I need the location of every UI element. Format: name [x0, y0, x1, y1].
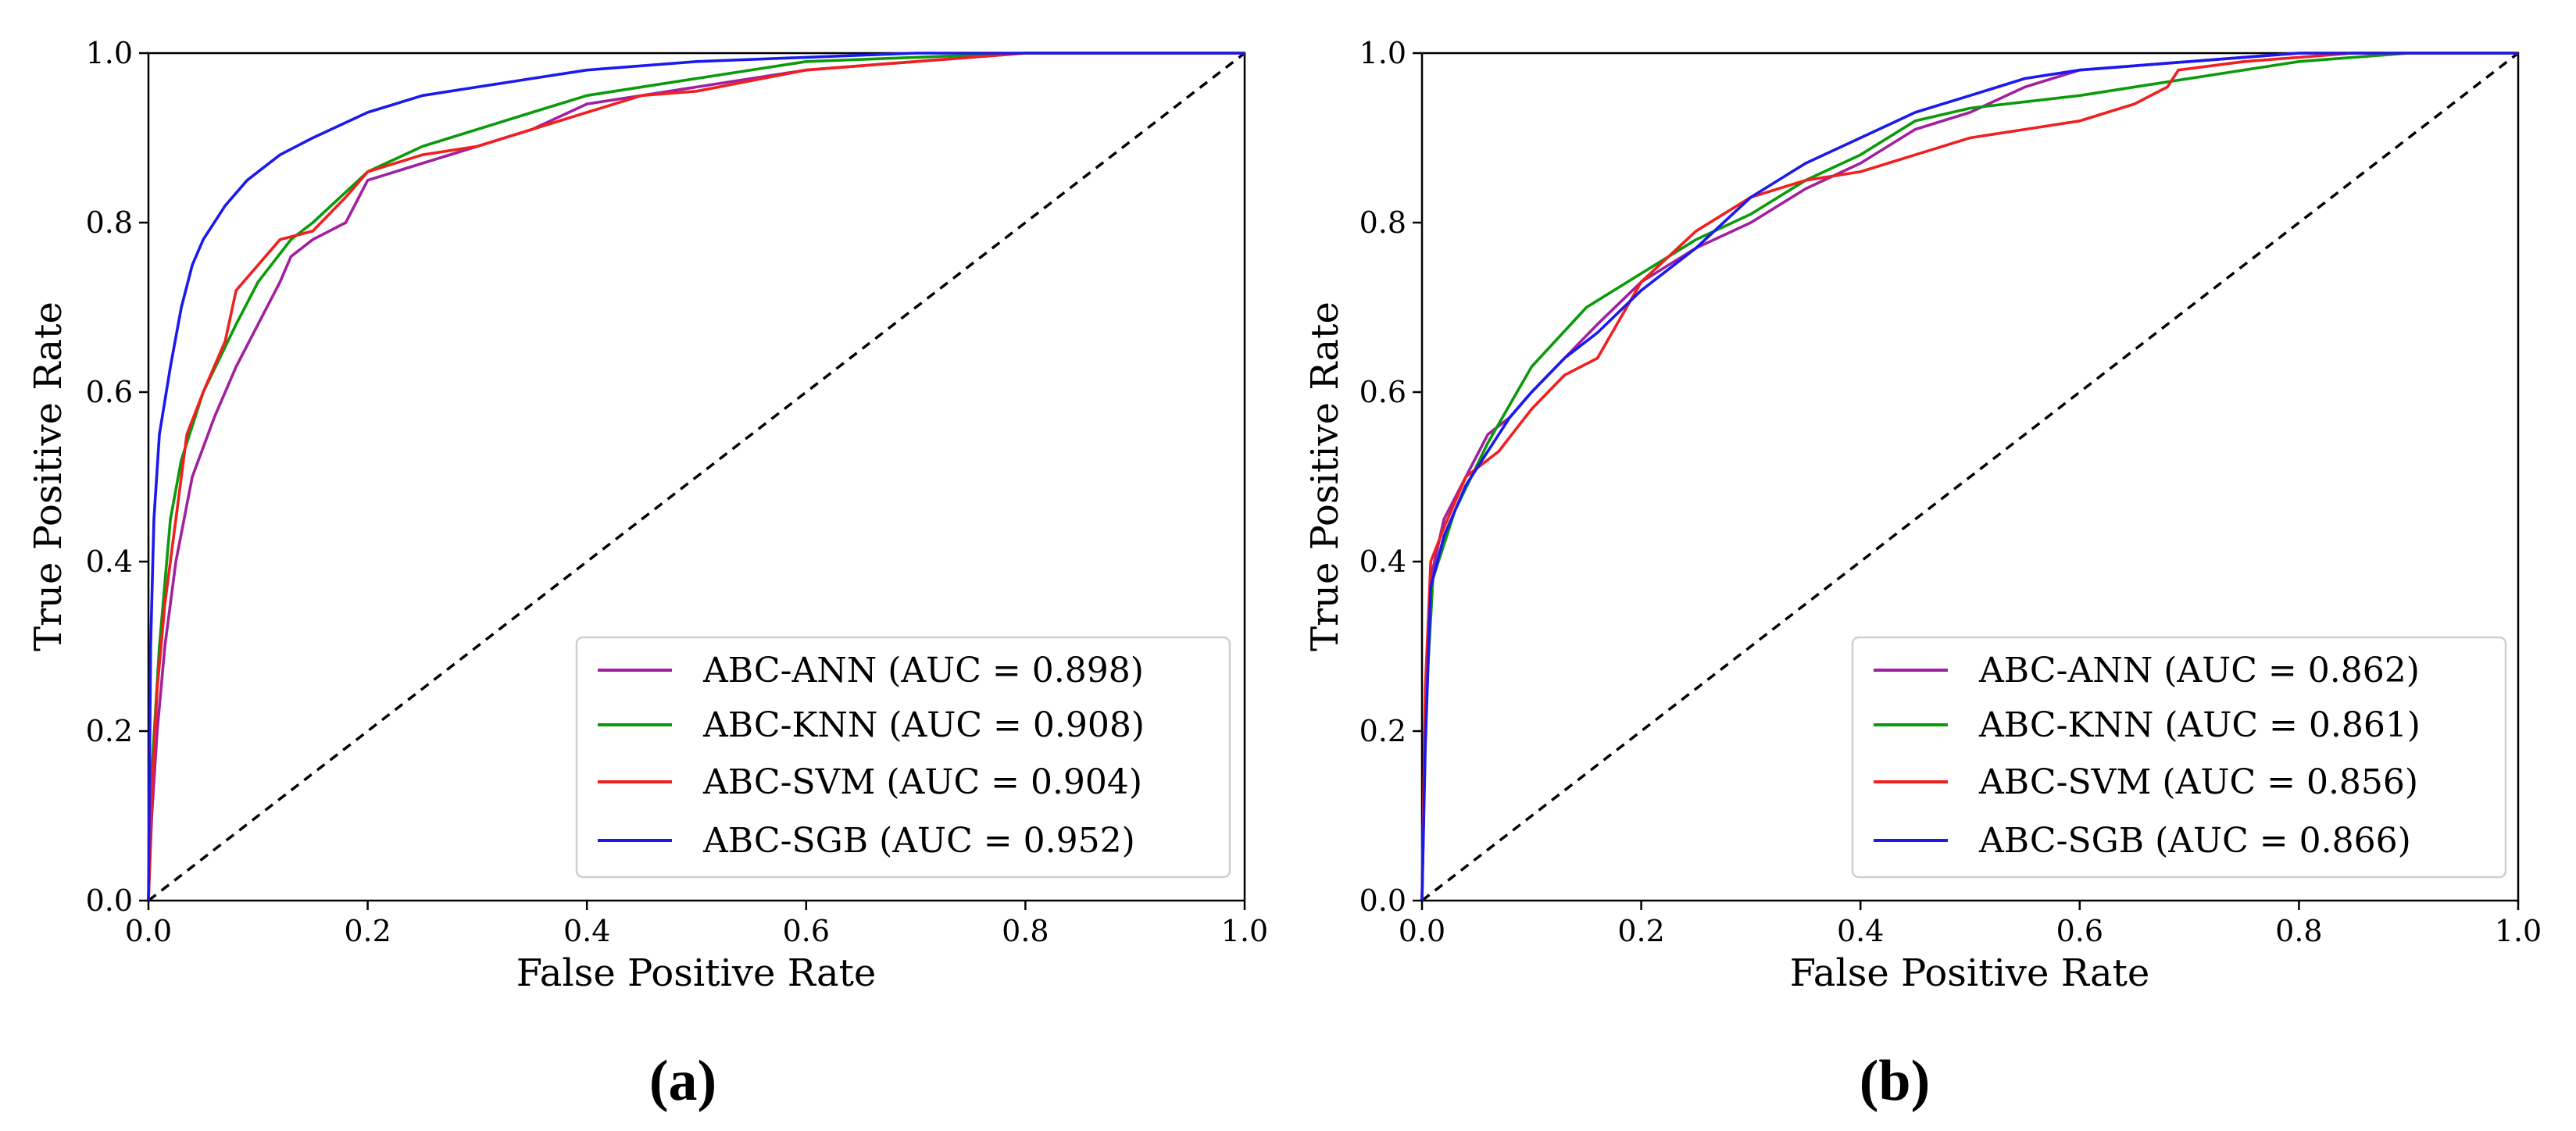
y-tick-label: 0.2: [86, 714, 133, 748]
legend-entry: ABC-SGB (AUC = 0.866): [1874, 821, 2411, 861]
legend-entry: ABC-ANN (AUC = 0.862): [1874, 651, 2420, 690]
y-axis-ticks: 0.0 0.2 0.4 0.6 0.8 1.0: [1359, 36, 1422, 918]
y-tick-label: 0.0: [1359, 883, 1406, 918]
legend-label: ABC-SGB (AUC = 0.952): [702, 821, 1135, 861]
x-tick-label: 0.0: [125, 914, 172, 948]
legend-entry: ABC-KNN (AUC = 0.861): [1874, 705, 2421, 745]
roc-curve-series-1: [1420, 52, 2518, 901]
plot-frame: [147, 52, 1246, 902]
legend-label: ABC-KNN (AUC = 0.861): [1978, 705, 2421, 745]
roc-curves: [1420, 52, 2518, 901]
y-tick-label: 0.8: [86, 205, 133, 240]
legend: ABC-ANN (AUC = 0.898) ABC-KNN (AUC = 0.9…: [575, 636, 1231, 879]
y-tick-label: 0.8: [1359, 205, 1406, 240]
x-tick-label: 0.8: [1002, 914, 1049, 948]
legend-entry: ABC-SGB (AUC = 0.952): [598, 821, 1135, 861]
roc-curve-series-4: [147, 52, 1245, 901]
x-tick-label: 0.6: [2056, 914, 2103, 948]
x-axis-title: False Positive Rate: [516, 951, 877, 995]
y-tick-label: 0.4: [86, 544, 133, 579]
x-tick-label: 1.0: [1221, 914, 1268, 948]
legend: ABC-ANN (AUC = 0.862) ABC-KNN (AUC = 0.8…: [1851, 636, 2507, 879]
y-tick-label: 1.0: [86, 36, 133, 70]
x-tick-label: 0.4: [1837, 914, 1884, 948]
legend-entry: ABC-ANN (AUC = 0.898): [598, 651, 1144, 690]
plot-frame: [1420, 52, 2520, 902]
x-axis-title: False Positive Rate: [1790, 951, 2150, 995]
x-tick-label: 0.8: [2275, 914, 2322, 948]
y-axis-title: True Positive Rate: [1303, 301, 1347, 651]
legend-entry: ABC-SVM (AUC = 0.856): [1874, 762, 2418, 802]
y-tick-label: 0.2: [1359, 714, 1406, 748]
legend-entry: ABC-SVM (AUC = 0.904): [598, 762, 1142, 802]
legend-box: [1851, 636, 2507, 879]
legend-label: ABC-SGB (AUC = 0.866): [1978, 821, 2411, 861]
legend-label: ABC-ANN (AUC = 0.898): [702, 651, 1144, 690]
chance-diagonal: [1420, 52, 2520, 902]
roc-curve-series-3: [147, 52, 1245, 901]
x-tick-label: 0.0: [1399, 914, 1445, 948]
x-tick-label: 0.4: [563, 914, 610, 948]
y-tick-label: 0.0: [86, 883, 133, 918]
x-axis-ticks: 0.0 0.2 0.4 0.6 0.8 1.0: [1399, 901, 2542, 948]
roc-curves: [147, 52, 1245, 901]
roc-curve-series-3: [1420, 52, 2518, 901]
roc-curve-series-1: [147, 52, 1245, 901]
y-tick-label: 1.0: [1359, 36, 1406, 70]
legend-box: [575, 636, 1231, 879]
legend-entry: ABC-KNN (AUC = 0.908): [598, 705, 1145, 745]
legend-label: ABC-ANN (AUC = 0.862): [1978, 651, 2420, 690]
y-axis-title: True Positive Rate: [27, 301, 70, 651]
chance-diagonal: [147, 52, 1246, 902]
y-tick-label: 0.4: [1359, 544, 1406, 579]
y-tick-label: 0.6: [86, 375, 133, 409]
y-tick-label: 0.6: [1359, 375, 1406, 409]
x-axis-ticks: 0.0 0.2 0.4 0.6 0.8 1.0: [125, 901, 1268, 948]
roc-curve-series-4: [1420, 52, 2518, 901]
legend-label: ABC-SVM (AUC = 0.904): [702, 762, 1142, 802]
roc-curve-series-2: [147, 52, 1245, 901]
panel-label-a: (a): [649, 1049, 716, 1113]
x-tick-label: 1.0: [2495, 914, 2542, 948]
panel-label-b: (b): [1860, 1049, 1930, 1113]
legend-label: ABC-KNN (AUC = 0.908): [702, 705, 1145, 745]
x-tick-label: 0.2: [1617, 914, 1664, 948]
roc-panel-a: 0.0 0.2 0.4 0.6 0.8 1.0 0.0 0.2 0.4 0.6 0.8 1.0 Fa…: [27, 36, 1268, 1113]
y-axis-ticks: 0.0 0.2 0.4 0.6 0.8 1.0: [86, 36, 148, 918]
legend-label: ABC-SVM (AUC = 0.856): [1978, 762, 2418, 802]
x-tick-label: 0.2: [344, 914, 391, 948]
x-tick-label: 0.6: [783, 914, 830, 948]
roc-panel-b: 0.0 0.2 0.4 0.6 0.8 1.0 0.0 0.2 0.4 0.6 0.8 1.0 Fa…: [1303, 36, 2542, 1113]
